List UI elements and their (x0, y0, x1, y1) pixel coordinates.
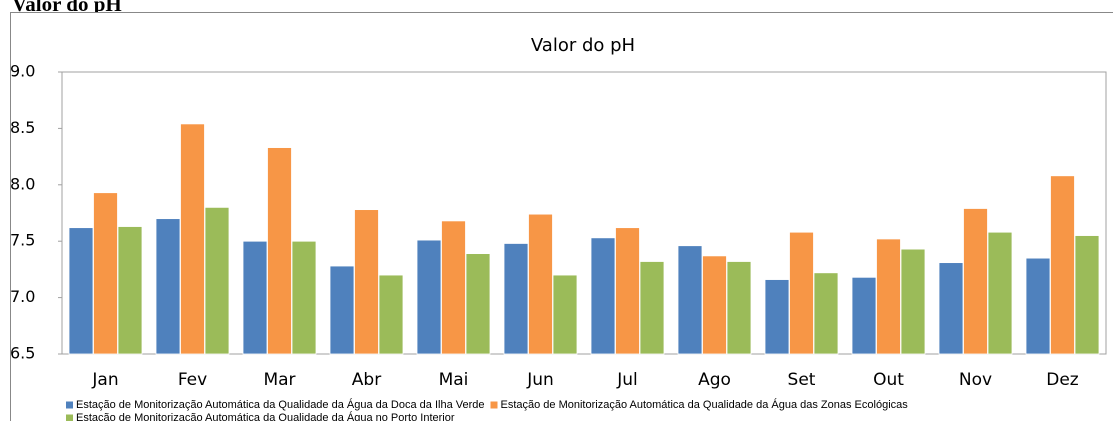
bar (267, 147, 292, 355)
bar (615, 227, 640, 355)
legend-label: Estação de Monitorização Automática da Q… (76, 411, 455, 421)
legend-swatch (66, 414, 73, 421)
x-tick-label: Mar (263, 370, 295, 390)
bar (938, 262, 964, 355)
x-tick-label: Jan (91, 370, 118, 390)
x-tick-label: Jul (616, 370, 638, 390)
bar (987, 231, 1013, 355)
bar (963, 208, 988, 355)
bar (68, 227, 94, 355)
bar (528, 213, 553, 355)
x-tick-label: Jun (526, 370, 554, 390)
x-tick-label: Set (788, 370, 816, 390)
bar (590, 237, 616, 355)
bar (441, 220, 466, 355)
bar (416, 239, 442, 355)
bar (1050, 175, 1075, 355)
bar (900, 248, 926, 355)
bar (789, 231, 814, 355)
bar (242, 240, 268, 355)
chart-frame (10, 12, 1113, 421)
y-tick-label: 7.0 (10, 287, 35, 306)
bar (354, 209, 379, 355)
bar (180, 123, 205, 355)
bar (764, 279, 790, 355)
x-tick-label: Fev (178, 370, 207, 390)
x-tick-label: Ago (698, 370, 731, 390)
bar (1074, 235, 1100, 355)
x-tick-label: Abr (352, 370, 381, 390)
legend-swatch (490, 401, 498, 409)
bar (204, 206, 230, 355)
bar (726, 261, 752, 355)
chart-title: Valor do pH (531, 35, 635, 56)
y-tick-label: 7.5 (10, 231, 35, 250)
x-tick-label: Dez (1046, 370, 1079, 390)
bar (639, 261, 665, 355)
bar (813, 272, 839, 355)
page-title: Valor do pH (12, 0, 122, 16)
bar (677, 245, 703, 355)
legend-swatch (66, 401, 73, 409)
bar (465, 253, 491, 355)
x-tick-label: Out (873, 370, 904, 390)
x-tick-label: Mai (439, 370, 469, 390)
bar (291, 240, 317, 355)
bar (155, 218, 181, 355)
plot-area (61, 71, 1107, 355)
y-tick-label: 8.5 (10, 118, 35, 137)
bar (117, 226, 143, 355)
y-tick-label: 8.0 (10, 174, 35, 193)
bar (1025, 257, 1051, 355)
x-tick-label: Nov (959, 370, 992, 390)
bar (378, 274, 404, 355)
y-tick-label: 9.0 (10, 62, 35, 81)
bar (876, 238, 901, 355)
bar (552, 274, 578, 355)
y-tick-label: 6.5 (10, 344, 35, 363)
bar (702, 255, 727, 355)
legend-label: Estação de Monitorização Automática da Q… (501, 398, 909, 411)
bar (93, 192, 118, 355)
legend-label: Estação de Monitorização Automática da Q… (76, 398, 485, 411)
bar (503, 243, 529, 355)
bar (851, 276, 877, 355)
bar (329, 265, 355, 355)
